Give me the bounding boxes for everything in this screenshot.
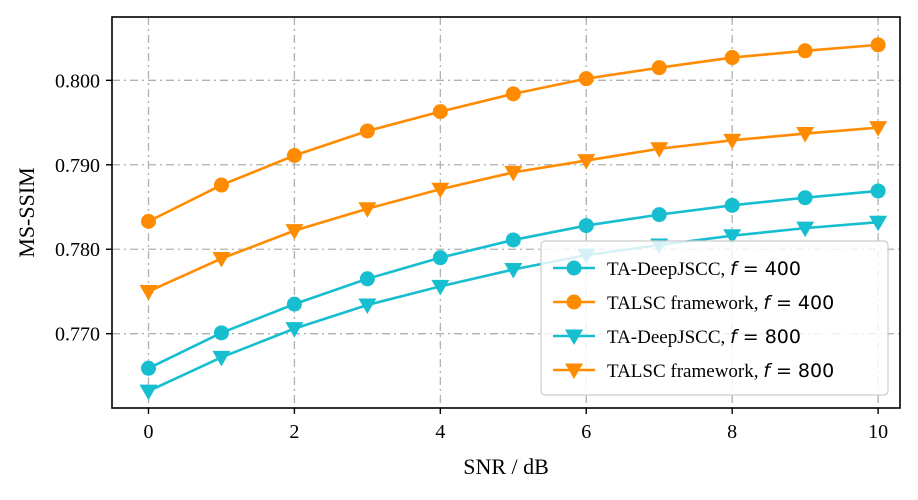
series-1 bbox=[140, 183, 886, 376]
legend-marker bbox=[565, 329, 583, 345]
series-2 bbox=[140, 37, 886, 229]
data-point bbox=[139, 384, 158, 401]
data-point bbox=[505, 86, 521, 102]
data-point bbox=[796, 127, 815, 143]
legend-box bbox=[540, 240, 889, 396]
data-point bbox=[651, 60, 667, 76]
data-point bbox=[286, 296, 302, 312]
data-point bbox=[650, 142, 669, 158]
data-point bbox=[796, 221, 815, 238]
legend-label: TA-DeepJSCC, f = 400 bbox=[607, 258, 801, 280]
y-tick-label: 0.780 bbox=[55, 239, 100, 261]
data-point bbox=[723, 133, 742, 150]
series-layer bbox=[139, 37, 888, 401]
legend-entry: TA-DeepJSCC, f = 800 bbox=[553, 326, 801, 348]
data-point bbox=[285, 224, 304, 240]
legend-label-value: = 400 bbox=[776, 292, 834, 314]
data-point bbox=[359, 123, 375, 139]
y-tick-label: 0.770 bbox=[55, 324, 100, 346]
x-tick-label: 10 bbox=[868, 421, 888, 443]
data-point bbox=[578, 71, 594, 87]
x-tick-label: 6 bbox=[581, 421, 591, 443]
legend-label-value: = 800 bbox=[776, 360, 834, 382]
legend-label: TA-DeepJSCC, f = 800 bbox=[607, 326, 801, 348]
legend-label-value: = 400 bbox=[743, 258, 801, 280]
data-point bbox=[432, 104, 448, 120]
y-tick-label: 0.790 bbox=[55, 155, 100, 177]
data-point bbox=[140, 360, 156, 376]
data-point bbox=[577, 154, 596, 170]
data-point bbox=[870, 183, 886, 199]
x-tick-label: 2 bbox=[289, 421, 299, 443]
data-point bbox=[139, 284, 158, 301]
data-point bbox=[723, 229, 742, 245]
data-point bbox=[358, 202, 377, 218]
data-point bbox=[432, 250, 448, 266]
data-point bbox=[578, 218, 594, 234]
legend-entry: TALSC framework, f = 800 bbox=[553, 360, 834, 382]
legend-label: TALSC framework, f = 800 bbox=[607, 360, 834, 382]
data-point bbox=[212, 252, 231, 268]
legend-label-prefix: TALSC framework, bbox=[607, 361, 763, 382]
x-tick-label: 8 bbox=[727, 421, 737, 443]
data-point bbox=[505, 232, 521, 248]
y-tick-label: 0.800 bbox=[55, 70, 100, 92]
legend-label-symbol: f bbox=[763, 292, 773, 314]
data-point bbox=[212, 350, 231, 367]
legend-label-value: = 800 bbox=[743, 326, 801, 348]
x-tick-label: 0 bbox=[143, 421, 153, 443]
data-point bbox=[285, 322, 304, 338]
legend-marker bbox=[566, 294, 582, 310]
legend-marker bbox=[566, 260, 582, 276]
data-point bbox=[359, 271, 375, 287]
legend-label-prefix: TA-DeepJSCC, bbox=[607, 259, 730, 280]
data-point bbox=[504, 165, 523, 182]
data-point bbox=[869, 121, 888, 137]
legend-label-symbol: f bbox=[730, 326, 740, 348]
data-point bbox=[431, 279, 450, 296]
data-point bbox=[140, 213, 156, 229]
data-point bbox=[504, 263, 523, 279]
data-point bbox=[213, 177, 229, 193]
data-point bbox=[286, 147, 302, 163]
data-point bbox=[724, 50, 740, 66]
data-point bbox=[213, 325, 229, 341]
plot-frame bbox=[111, 16, 901, 409]
legend-label-symbol: f bbox=[763, 360, 773, 382]
data-point bbox=[870, 37, 886, 53]
x-axis-label: SNR / dB bbox=[463, 454, 549, 479]
series-4 bbox=[139, 121, 888, 301]
legend-marker bbox=[565, 363, 583, 379]
data-point bbox=[797, 190, 813, 206]
axis-ticks: 0 2 4 6 8 10 0.770 0.780 0.790 0.800 bbox=[55, 70, 888, 443]
data-point bbox=[797, 43, 813, 59]
legend-label-prefix: TALSC framework, bbox=[607, 293, 763, 314]
data-point bbox=[358, 298, 377, 314]
legend-entry: TALSC framework, f = 400 bbox=[553, 292, 834, 314]
data-point bbox=[869, 215, 888, 232]
legend-label: TALSC framework, f = 400 bbox=[607, 292, 834, 314]
legend-label-prefix: TA-DeepJSCC, bbox=[607, 327, 730, 348]
data-point bbox=[651, 207, 667, 223]
y-axis-label: MS-SSIM bbox=[14, 167, 39, 257]
series-line bbox=[147, 43, 879, 223]
data-point bbox=[724, 197, 740, 213]
legend-entry: TA-DeepJSCC, f = 400 bbox=[553, 258, 801, 280]
legend-label-symbol: f bbox=[730, 258, 740, 280]
x-tick-label: 4 bbox=[435, 421, 445, 443]
data-point bbox=[431, 182, 450, 199]
